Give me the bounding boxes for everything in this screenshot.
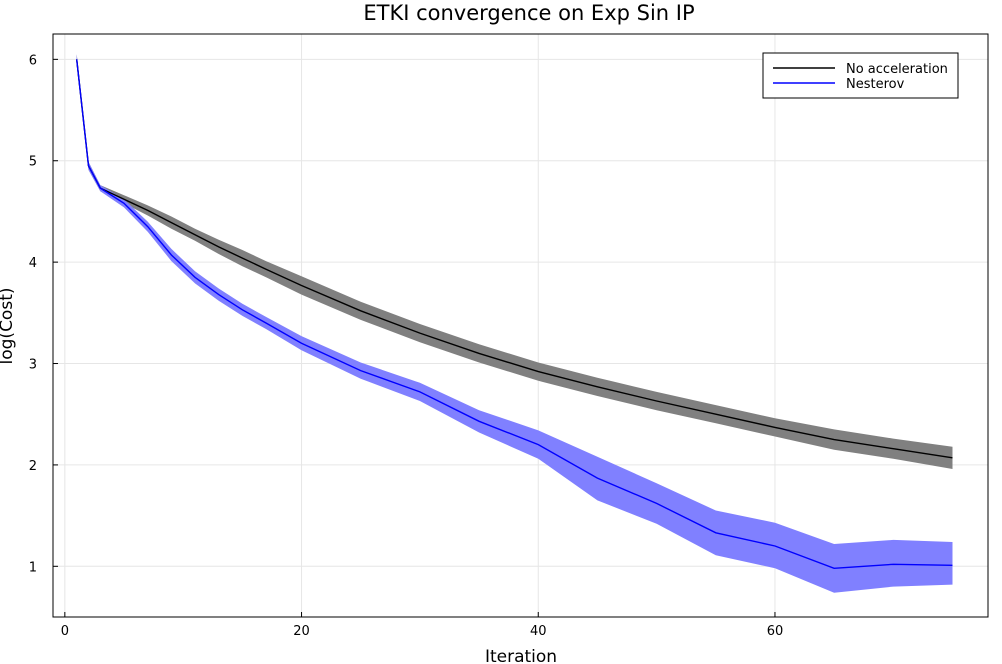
- series-lines: [76, 59, 953, 570]
- band-no-acceleration: [76, 54, 953, 470]
- confidence-bands: [76, 54, 953, 593]
- y-tick-label: 3: [29, 358, 37, 373]
- legend-label-nesterov: Nesterov: [846, 77, 905, 92]
- y-tick-label: 5: [29, 155, 37, 170]
- x-axis-label: Iteration: [485, 647, 557, 664]
- y-tick-label: 1: [29, 560, 37, 575]
- legend-label-no-acceleration: No acceleration: [846, 62, 948, 77]
- x-tick-label: 60: [767, 624, 784, 639]
- y-tick-label: 6: [29, 53, 37, 68]
- band-nesterov: [76, 54, 953, 593]
- legend-box: [762, 52, 959, 99]
- grid-layer: [52, 34, 988, 618]
- series-line-no-acceleration: [76, 59, 953, 459]
- y-tick-label: 2: [29, 459, 37, 474]
- x-tick-label: 40: [530, 624, 547, 639]
- legend: No acceleration Nesterov: [762, 52, 959, 99]
- x-axis-ticks: 0 20 40 60: [61, 612, 784, 639]
- y-tick-label: 4: [29, 256, 37, 271]
- x-tick-label: 20: [293, 624, 310, 639]
- chart-title: ETKI convergence on Exp Sin IP: [363, 1, 694, 25]
- y-axis-label: log(Cost): [0, 288, 17, 365]
- x-tick-label: 0: [61, 624, 69, 639]
- y-axis-ticks: 1 2 3 4 5 6: [29, 53, 58, 575]
- series-line-nesterov: [76, 59, 953, 570]
- plot-frame: [52, 33, 989, 618]
